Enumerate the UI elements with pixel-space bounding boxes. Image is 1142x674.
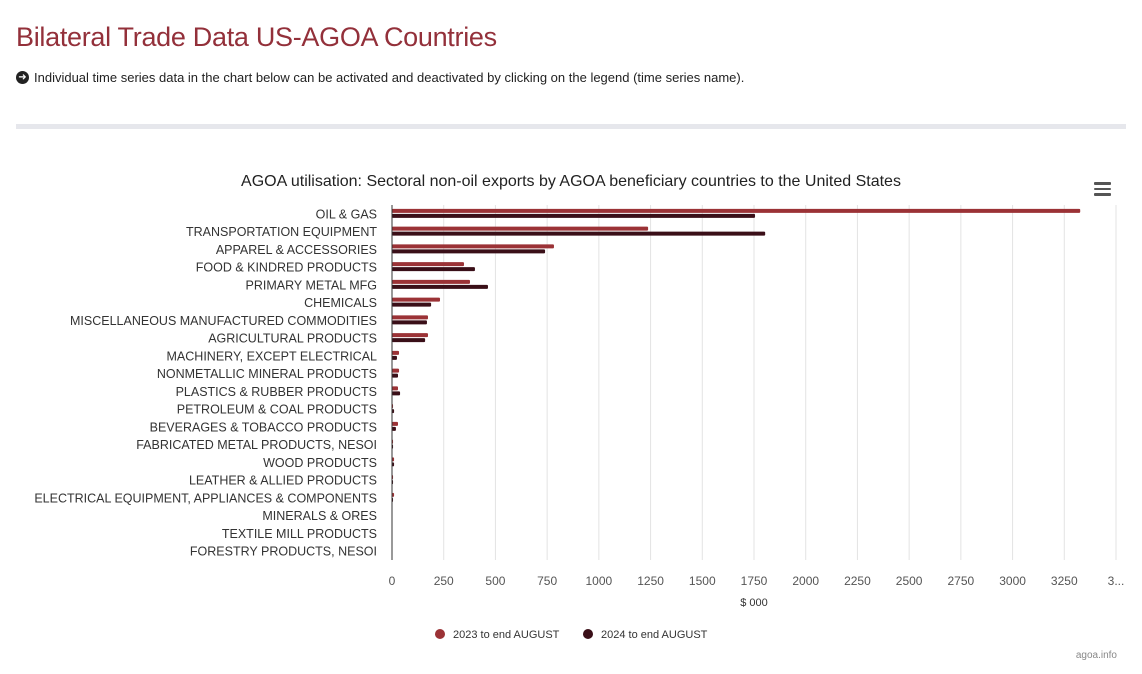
- bar-2024: [392, 462, 395, 467]
- arrow-right-circle-icon: ➜: [16, 71, 29, 84]
- bar-2024: [392, 231, 766, 236]
- x-tick-label: 750: [537, 574, 557, 588]
- bar-2023: [392, 226, 649, 231]
- bar-2023: [392, 208, 1081, 213]
- info-note-text: Individual time series data in the chart…: [34, 70, 745, 85]
- legend-marker-2024[interactable]: [583, 629, 593, 639]
- category-label: MACHINERY, EXCEPT ELECTRICAL: [167, 349, 378, 363]
- bar-2024: [392, 338, 426, 343]
- x-tick-label: 3000: [999, 574, 1026, 588]
- category-label: FABRICATED METAL PRODUCTS, NESOI: [136, 438, 377, 452]
- bar-2024: [392, 355, 397, 360]
- category-label: CHEMICALS: [304, 296, 377, 310]
- chart-menu-icon[interactable]: [1094, 182, 1111, 199]
- x-tick-label: 2250: [844, 574, 871, 588]
- category-label: NONMETALLIC MINERAL PRODUCTS: [157, 367, 377, 381]
- bar-2023: [392, 297, 440, 302]
- x-tick-label: 3...: [1108, 574, 1125, 588]
- bar-2023: [392, 457, 395, 462]
- bar-2023: [392, 386, 398, 391]
- category-label: FOOD & KINDRED PRODUCTS: [196, 261, 377, 275]
- category-label: MISCELLANEOUS MANUFACTURED COMMODITIES: [70, 314, 377, 328]
- category-label: MINERALS & ORES: [262, 509, 377, 523]
- category-label: OIL & GAS: [316, 207, 377, 221]
- category-label: AGRICULTURAL PRODUCTS: [208, 332, 377, 346]
- bar-2024: [392, 213, 756, 218]
- x-tick-label: 1750: [741, 574, 768, 588]
- x-tick-label: 1250: [637, 574, 664, 588]
- bar-2024: [392, 302, 432, 307]
- legend-marker-2023[interactable]: [435, 629, 445, 639]
- bar-2023: [392, 262, 464, 267]
- category-label: WOOD PRODUCTS: [263, 456, 377, 470]
- divider: [16, 124, 1126, 129]
- x-tick-label: 2750: [948, 574, 975, 588]
- legend-item-2023[interactable]: 2023 to end AUGUST: [453, 629, 560, 641]
- x-tick-label: 3250: [1051, 574, 1078, 588]
- category-label: PRIMARY METAL MFG: [245, 278, 377, 292]
- bar-2024: [392, 249, 546, 254]
- page-title: Bilateral Trade Data US-AGOA Countries: [16, 22, 497, 52]
- bar-2023: [392, 421, 398, 426]
- x-tick-label: 1000: [586, 574, 613, 588]
- bar-2024: [392, 284, 488, 289]
- bar-2024: [392, 267, 475, 272]
- x-tick-label: 0: [389, 574, 396, 588]
- bar-2023: [392, 244, 554, 249]
- category-label: APPAREL & ACCESSORIES: [216, 243, 377, 257]
- x-tick-label: 250: [434, 574, 454, 588]
- info-note: ➜ Individual time series data in the cha…: [16, 70, 744, 85]
- category-label: ELECTRICAL EQUIPMENT, APPLIANCES & COMPO…: [34, 491, 377, 505]
- chart-credit[interactable]: agoa.info: [1075, 650, 1117, 661]
- bar-2023: [392, 315, 428, 320]
- x-tick-label: 500: [485, 574, 505, 588]
- category-label: TEXTILE MILL PRODUCTS: [222, 527, 377, 541]
- bar-2024: [392, 391, 401, 396]
- category-label: BEVERAGES & TOBACCO PRODUCTS: [150, 420, 377, 434]
- chart-title: AGOA utilisation: Sectoral non-oil expor…: [241, 173, 901, 190]
- bar-2023: [392, 279, 470, 284]
- x-tick-label: 2500: [896, 574, 923, 588]
- bar-2024: [392, 409, 395, 414]
- x-axis-label: $ 000: [740, 597, 768, 609]
- legend-item-2024[interactable]: 2024 to end AUGUST: [601, 629, 708, 641]
- bar-2024: [392, 373, 398, 378]
- bar-2023: [392, 333, 428, 338]
- category-label: LEATHER & ALLIED PRODUCTS: [189, 474, 377, 488]
- bar-2024: [392, 426, 396, 431]
- bar-2023: [392, 350, 400, 355]
- category-label: TRANSPORTATION EQUIPMENT: [186, 225, 377, 239]
- bar-2023: [392, 368, 400, 373]
- bar-2023: [392, 492, 395, 497]
- x-tick-label: 1500: [689, 574, 716, 588]
- x-tick-label: 2000: [792, 574, 819, 588]
- category-label: FORESTRY PRODUCTS, NESOI: [190, 545, 377, 559]
- category-label: PETROLEUM & COAL PRODUCTS: [177, 403, 377, 417]
- bar-2024: [392, 320, 427, 325]
- category-label: PLASTICS & RUBBER PRODUCTS: [176, 385, 377, 399]
